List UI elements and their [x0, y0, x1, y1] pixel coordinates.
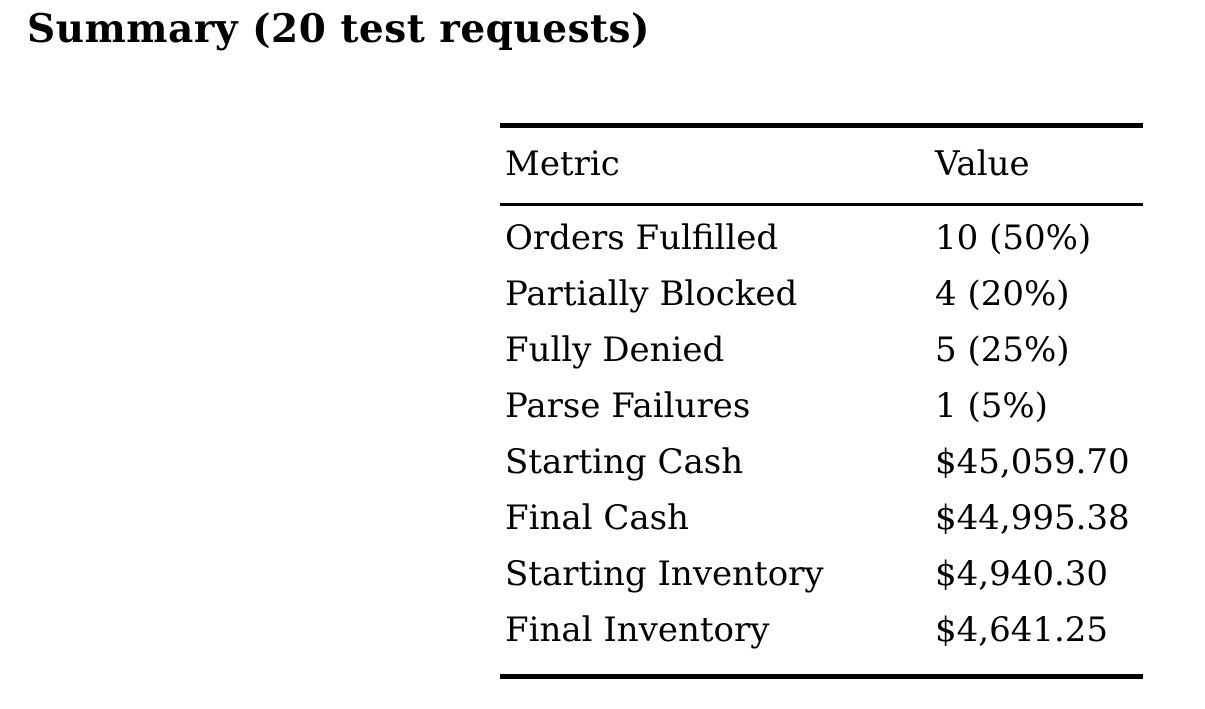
metric-cell: Final Cash — [505, 498, 689, 538]
metric-cell: Starting Inventory — [505, 554, 824, 594]
summary-table: Metric Value Orders Fulfilled 10 (50%) P… — [500, 123, 1143, 679]
metric-cell: Fully Denied — [505, 330, 725, 370]
metric-cell: Parse Failures — [505, 386, 751, 426]
metric-cell: Final Inventory — [505, 610, 770, 650]
table-row: Starting Cash $45,059.70 — [500, 434, 1143, 490]
column-header-value: Value — [930, 125, 1143, 206]
value-cell: 10 (50%) — [935, 218, 1092, 258]
value-cell: 1 (5%) — [935, 386, 1048, 426]
value-cell: $4,940.30 — [935, 554, 1109, 594]
table-row: Orders Fulfilled 10 (50%) — [500, 205, 1143, 267]
value-cell: 4 (20%) — [935, 274, 1070, 314]
value-cell: 5 (25%) — [935, 330, 1070, 370]
value-cell: $4,641.25 — [935, 610, 1109, 650]
column-header-metric: Metric — [500, 125, 930, 206]
table-row: Fully Denied 5 (25%) — [500, 322, 1143, 378]
table-row: Starting Inventory $4,940.30 — [500, 546, 1143, 602]
table-row: Parse Failures 1 (5%) — [500, 378, 1143, 434]
table-row: Partially Blocked 4 (20%) — [500, 266, 1143, 322]
table-header-row: Metric Value — [500, 125, 1143, 206]
metric-cell: Starting Cash — [505, 442, 744, 482]
metric-cell: Partially Blocked — [505, 274, 798, 314]
table-row: Final Inventory $4,641.25 — [500, 602, 1143, 677]
table-row: Final Cash $44,995.38 — [500, 490, 1143, 546]
metric-cell: Orders Fulfilled — [505, 218, 779, 258]
value-cell: $45,059.70 — [935, 442, 1130, 482]
page-title: Summary (20 test requests) — [27, 6, 650, 52]
value-cell: $44,995.38 — [935, 498, 1130, 538]
